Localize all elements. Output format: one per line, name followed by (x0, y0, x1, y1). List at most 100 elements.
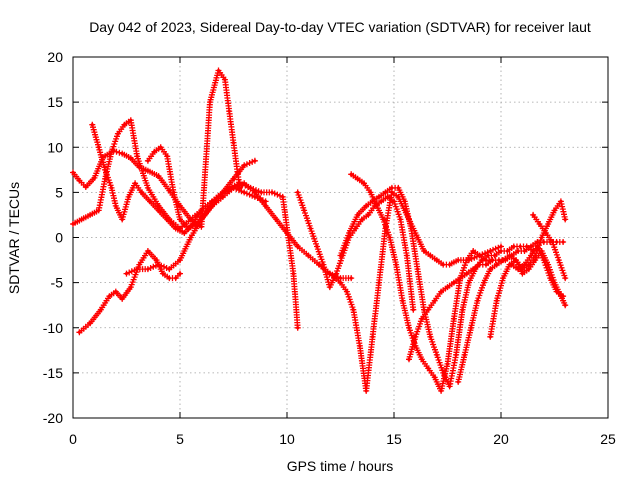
data-point (302, 208, 306, 213)
data-point (529, 253, 533, 258)
y-tick-label: 15 (47, 94, 63, 110)
data-point (296, 190, 300, 194)
series-s15 (530, 211, 569, 282)
data-point (441, 371, 445, 375)
data-point (366, 213, 370, 217)
data-point (448, 262, 452, 267)
data-point (383, 190, 388, 194)
data-point (516, 249, 520, 253)
data-point (495, 299, 499, 303)
data-point (167, 267, 171, 271)
data-point (522, 262, 527, 267)
data-point (231, 177, 236, 181)
data-point (281, 195, 285, 199)
data-point (79, 217, 84, 222)
data-point (161, 272, 165, 276)
data-point (347, 231, 351, 235)
data-point (409, 226, 413, 231)
data-point (97, 145, 101, 149)
data-point (199, 208, 203, 213)
data-point (146, 169, 150, 173)
data-point (178, 217, 182, 222)
series-s10 (337, 184, 537, 390)
data-point (507, 253, 512, 258)
data-point (97, 208, 101, 213)
data-point (174, 276, 178, 280)
data-point (186, 226, 191, 231)
data-point (448, 384, 452, 389)
data-point (415, 235, 420, 240)
data-point (488, 249, 492, 253)
x-tick-label: 0 (69, 431, 77, 447)
data-point (259, 190, 263, 194)
x-tick-label: 25 (600, 431, 616, 447)
data-point (178, 272, 182, 276)
data-point (501, 276, 505, 280)
data-point (469, 326, 473, 330)
data-point (377, 281, 381, 285)
data-point (189, 235, 193, 240)
data-point (242, 181, 246, 185)
data-point (364, 204, 368, 208)
data-point (400, 299, 405, 303)
data-point (375, 204, 379, 208)
data-point (456, 258, 460, 262)
data-point (127, 195, 131, 199)
data-point (148, 199, 152, 203)
data-point (182, 231, 186, 235)
x-tick-labels: 0 5 10 15 20 25 (69, 431, 616, 447)
data-point (544, 231, 548, 235)
data-point (171, 190, 176, 194)
data-point (84, 185, 88, 189)
data-point (492, 253, 497, 258)
series-s12 (455, 198, 569, 385)
data-point (308, 226, 313, 231)
data-point (407, 326, 411, 330)
data-point (221, 195, 225, 199)
data-point (490, 258, 495, 262)
data-point (563, 276, 567, 280)
data-point (356, 213, 360, 217)
series-s11 (406, 239, 567, 363)
data-point (371, 199, 375, 203)
data-point (135, 154, 139, 158)
data-point (157, 208, 161, 213)
data-point (396, 186, 400, 190)
data-point (555, 290, 559, 294)
data-point (135, 267, 139, 271)
data-point (71, 222, 75, 226)
data-point (433, 299, 437, 303)
data-point (555, 240, 559, 244)
data-point (129, 156, 133, 160)
data-point (274, 217, 278, 222)
data-point (159, 145, 163, 149)
data-point (482, 281, 486, 285)
data-point (174, 226, 178, 231)
data-point (484, 262, 488, 267)
data-point (227, 109, 231, 113)
x-tick-label: 15 (386, 431, 402, 447)
data-point (306, 253, 310, 258)
data-point (535, 244, 539, 249)
data-point (109, 186, 114, 190)
data-point (550, 240, 554, 244)
data-point (139, 190, 144, 194)
data-point (368, 190, 373, 194)
series-s9 (348, 171, 496, 394)
x-axis-label: GPS time / hours (287, 458, 394, 474)
data-point (531, 213, 535, 217)
data-point (351, 308, 355, 312)
data-point (146, 267, 150, 271)
data-point (334, 272, 338, 276)
data-point (460, 308, 465, 312)
series-s3 (76, 248, 183, 336)
y-tick-label: 0 (55, 230, 63, 246)
data-point (390, 190, 394, 194)
data-point (422, 249, 426, 253)
data-point (77, 330, 82, 334)
data-point (499, 244, 503, 249)
data-point (465, 258, 469, 262)
x-tick-label: 5 (176, 431, 184, 447)
data-point (542, 258, 546, 262)
